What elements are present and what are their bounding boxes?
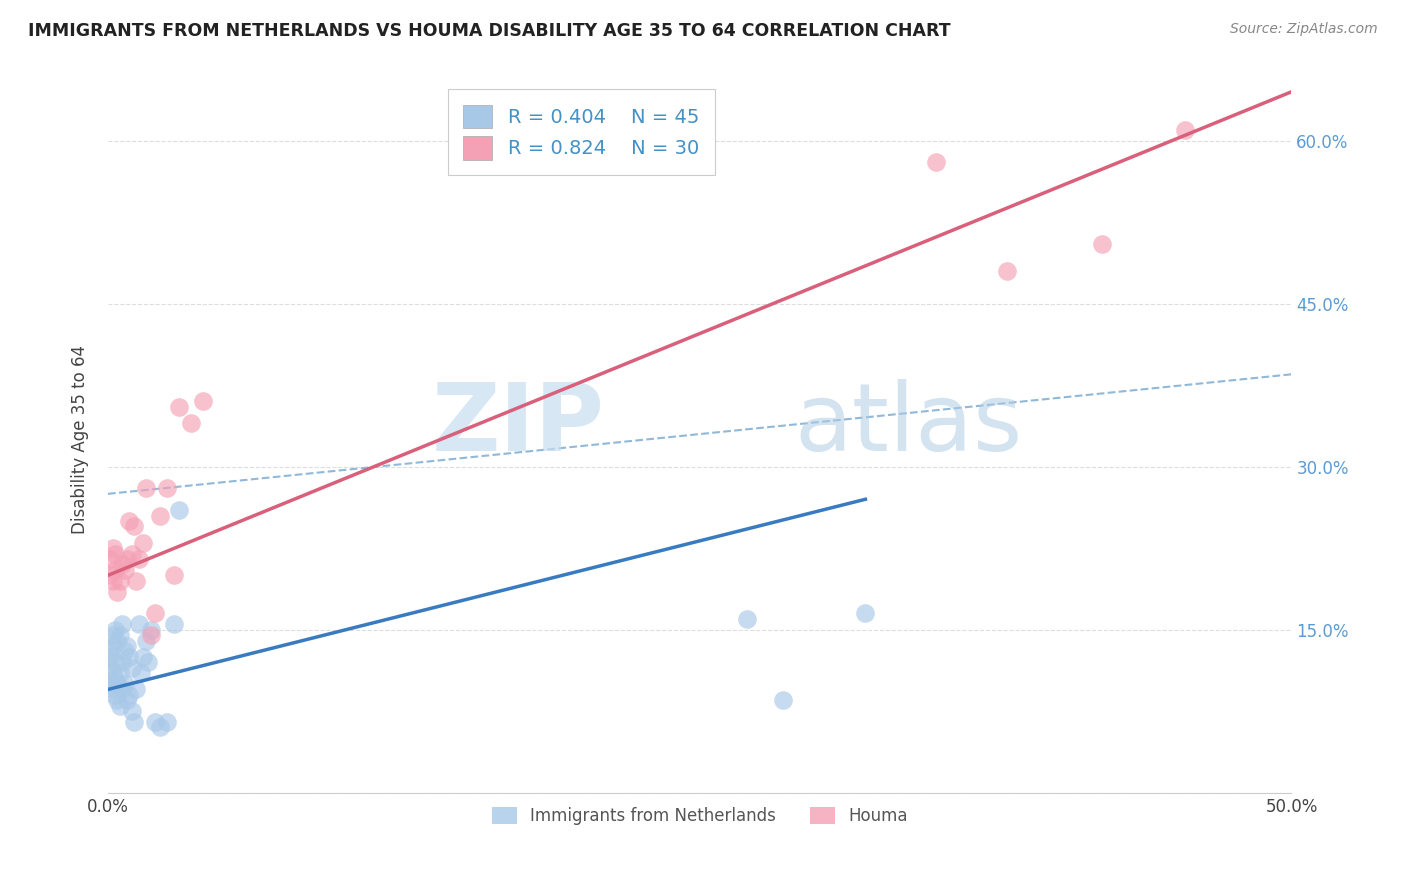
Point <box>143 714 166 729</box>
Point <box>129 666 152 681</box>
Point <box>114 677 136 691</box>
Point <box>115 693 138 707</box>
Point <box>121 547 143 561</box>
Point <box>118 688 141 702</box>
Point <box>104 688 127 702</box>
Point <box>735 612 758 626</box>
Point <box>128 552 150 566</box>
Point <box>98 677 121 691</box>
Point <box>107 677 129 691</box>
Point <box>111 682 134 697</box>
Text: ZIP: ZIP <box>432 379 605 471</box>
Point <box>125 574 148 588</box>
Point <box>101 541 124 556</box>
Point <box>101 682 124 697</box>
Point <box>115 552 138 566</box>
Point <box>104 672 127 686</box>
Point <box>135 482 157 496</box>
Point <box>163 617 186 632</box>
Point <box>125 682 148 697</box>
Point <box>108 628 131 642</box>
Point <box>108 574 131 588</box>
Point <box>98 661 121 675</box>
Point <box>101 628 124 642</box>
Point <box>104 623 127 637</box>
Point <box>111 617 134 632</box>
Y-axis label: Disability Age 35 to 64: Disability Age 35 to 64 <box>72 345 89 534</box>
Point <box>136 655 159 669</box>
Point <box>108 698 131 713</box>
Point <box>772 693 794 707</box>
Point <box>149 508 172 523</box>
Point <box>1174 123 1197 137</box>
Point <box>107 633 129 648</box>
Point <box>114 563 136 577</box>
Point <box>118 514 141 528</box>
Point <box>101 574 124 588</box>
Point <box>98 644 121 658</box>
Point <box>925 155 948 169</box>
Point <box>115 639 138 653</box>
Point <box>107 584 129 599</box>
Point <box>167 503 190 517</box>
Point <box>98 568 121 582</box>
Point <box>132 649 155 664</box>
Point <box>1091 236 1114 251</box>
Point <box>101 639 124 653</box>
Point <box>997 264 1019 278</box>
Point <box>98 649 121 664</box>
Point <box>121 704 143 718</box>
Point <box>101 666 124 681</box>
Point <box>855 607 877 621</box>
Point <box>122 714 145 729</box>
Point <box>163 568 186 582</box>
Point <box>149 721 172 735</box>
Point <box>118 649 141 664</box>
Point <box>122 519 145 533</box>
Point <box>104 547 127 561</box>
Point <box>128 617 150 632</box>
Legend: Immigrants from Netherlands, Houma: Immigrants from Netherlands, Houma <box>484 799 915 834</box>
Point <box>98 552 121 566</box>
Text: atlas: atlas <box>794 379 1022 471</box>
Point <box>132 535 155 549</box>
Point <box>114 644 136 658</box>
Point <box>191 394 214 409</box>
Point <box>167 400 190 414</box>
Point <box>104 655 127 669</box>
Point <box>143 607 166 621</box>
Point <box>156 482 179 496</box>
Point <box>107 693 129 707</box>
Point <box>111 655 134 669</box>
Text: Source: ZipAtlas.com: Source: ZipAtlas.com <box>1230 22 1378 37</box>
Point <box>135 633 157 648</box>
Point <box>156 714 179 729</box>
Point <box>180 416 202 430</box>
Point <box>111 558 134 572</box>
Point <box>121 661 143 675</box>
Text: IMMIGRANTS FROM NETHERLANDS VS HOUMA DISABILITY AGE 35 TO 64 CORRELATION CHART: IMMIGRANTS FROM NETHERLANDS VS HOUMA DIS… <box>28 22 950 40</box>
Point <box>108 666 131 681</box>
Point <box>139 623 162 637</box>
Point <box>104 563 127 577</box>
Point <box>139 628 162 642</box>
